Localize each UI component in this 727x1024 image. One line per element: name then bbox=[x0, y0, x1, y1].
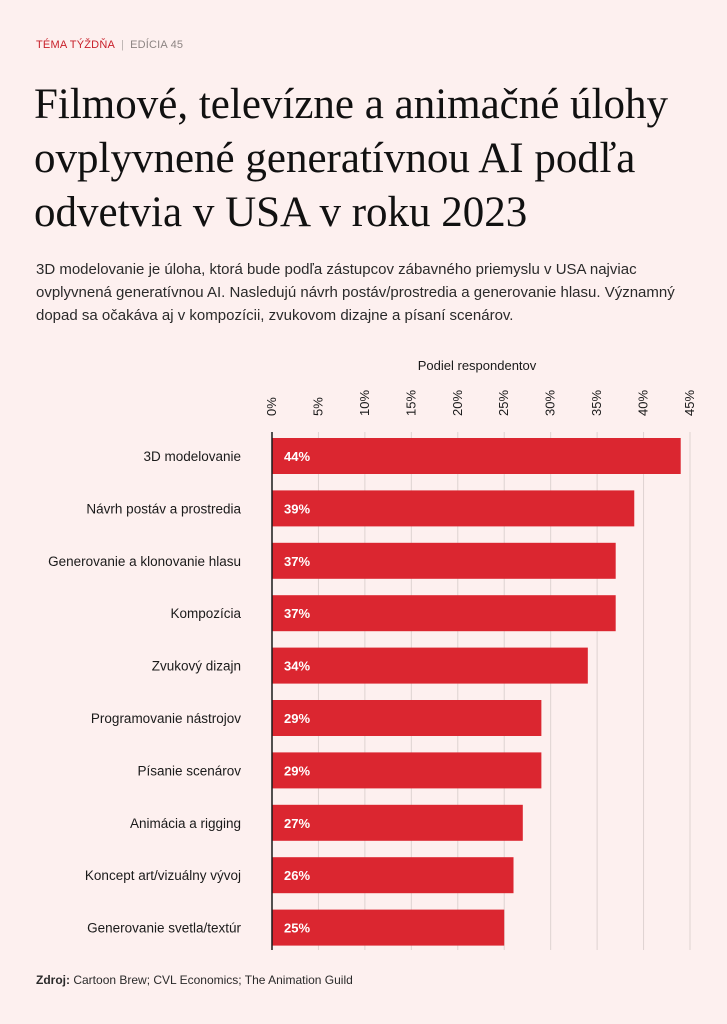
data-label: 29% bbox=[284, 711, 310, 726]
data-label: 39% bbox=[284, 501, 310, 516]
category-label: Generovanie svetla/textúr bbox=[87, 921, 241, 936]
bar bbox=[272, 804, 523, 841]
category-label: Písanie scenárov bbox=[137, 763, 241, 778]
bar bbox=[272, 595, 616, 632]
bar bbox=[272, 647, 588, 684]
chart-subtitle: 3D modelovanie je úloha, ktorá bude podľ… bbox=[36, 261, 675, 324]
tick-label: 35% bbox=[589, 390, 604, 416]
source-label: Zdroj: bbox=[36, 973, 70, 987]
tick-label: 45% bbox=[682, 390, 697, 416]
data-label: 26% bbox=[284, 868, 310, 883]
category-label: Kompozícia bbox=[170, 606, 241, 621]
bar-chart: Podiel respondentov 0% 5% 10% 15% 20% 25% 30% 35… bbox=[48, 358, 697, 950]
x-axis-title: Podiel respondentov bbox=[418, 358, 537, 373]
chart-title: Filmové, televízne a animačné úlohy ovpl… bbox=[34, 81, 669, 236]
bar bbox=[272, 857, 514, 894]
category-label: Generovanie a klonovanie hlasu bbox=[48, 554, 241, 569]
tick-label: 25% bbox=[496, 390, 511, 416]
tick-label: 10% bbox=[357, 390, 372, 416]
data-label: 25% bbox=[284, 921, 310, 936]
bar bbox=[272, 542, 616, 579]
category-label: Zvukový dizajn bbox=[152, 659, 241, 674]
bar bbox=[272, 490, 635, 527]
data-label: 37% bbox=[284, 554, 310, 569]
bar bbox=[272, 909, 505, 946]
tick-label: 30% bbox=[543, 390, 558, 416]
data-label: 37% bbox=[284, 606, 310, 621]
source-text: Cartoon Brew; CVL Economics; The Animati… bbox=[73, 973, 353, 987]
category-label: 3D modelovanie bbox=[143, 449, 241, 464]
kicker-separator: | bbox=[121, 39, 125, 51]
tick-label: 15% bbox=[403, 390, 418, 416]
tick-label: 0% bbox=[264, 397, 279, 416]
kicker: TÉMA TÝŽDŇA | EDÍCIA 45 bbox=[36, 39, 183, 51]
source-note: Zdroj: Cartoon Brew; CVL Economics; The … bbox=[36, 973, 353, 987]
tick-label: 20% bbox=[450, 390, 465, 416]
category-label: Animácia a rigging bbox=[130, 816, 241, 831]
data-label: 29% bbox=[284, 763, 310, 778]
category-label: Programovanie nástrojov bbox=[91, 711, 241, 726]
bar bbox=[272, 752, 542, 789]
bar bbox=[272, 438, 681, 474]
data-label: 44% bbox=[284, 449, 310, 464]
category-label: Návrh postáv a prostredia bbox=[86, 501, 241, 516]
data-label: 34% bbox=[284, 659, 310, 674]
topic-label: TÉMA TÝŽDŇA bbox=[36, 39, 116, 51]
category-label: Koncept art/vizuálny vývoj bbox=[85, 868, 241, 883]
bar bbox=[272, 700, 542, 736]
tick-label: 5% bbox=[310, 397, 325, 416]
data-label: 27% bbox=[284, 816, 310, 831]
edition-label: EDÍCIA 45 bbox=[130, 39, 184, 51]
tick-label: 40% bbox=[636, 390, 651, 416]
